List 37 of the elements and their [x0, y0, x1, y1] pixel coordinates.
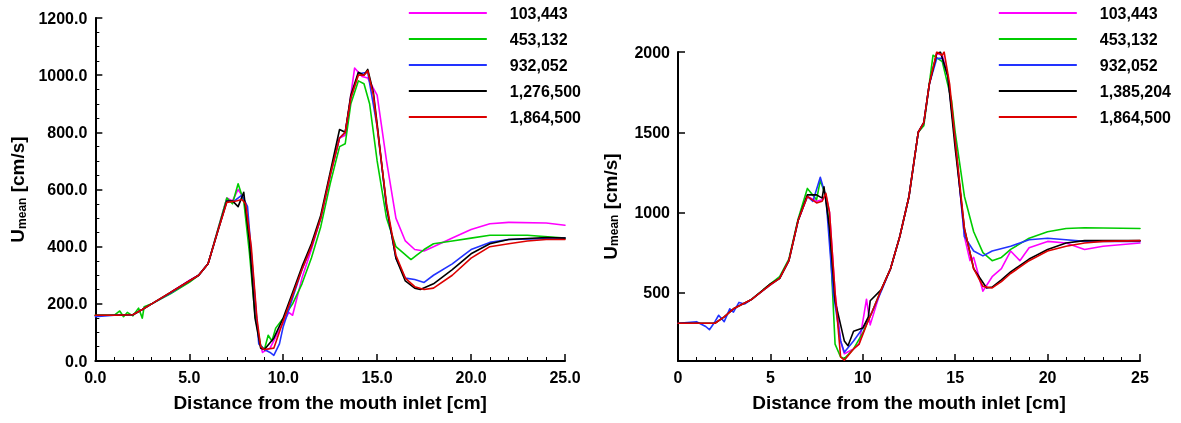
y-tick-label: 500 [643, 284, 671, 302]
y-tick-label: 800.0 [47, 123, 88, 141]
y-tick-label: 1000.0 [38, 66, 88, 84]
legend-label: 103,443 [1099, 4, 1158, 22]
x-axis-title: Distance from the mouth inlet [cm] [173, 392, 487, 413]
legend-label: 1,385,204 [1099, 82, 1172, 100]
x-tick-label: 0.0 [84, 368, 107, 386]
x-tick-label: 25 [1131, 368, 1149, 386]
x-tick-label: 15.0 [361, 368, 393, 386]
x-tick-label: 0 [673, 368, 683, 386]
legend-label: 1,276,500 [509, 82, 582, 100]
y-axis-title: Umean [cm/s] [599, 153, 621, 260]
y-tick-label: 2000 [634, 43, 671, 61]
legend-label: 1,864,500 [1099, 108, 1172, 126]
y-tick-label: 1500 [634, 123, 671, 141]
y-tick-label: 1000 [634, 204, 671, 222]
y-tick-label: 0.0 [65, 352, 88, 370]
x-tick-label: 25.0 [549, 368, 581, 386]
x-tick-label: 20 [1038, 368, 1057, 386]
x-axis-title: Distance from the mouth inlet [cm] [752, 392, 1066, 413]
legend-label: 932,052 [509, 56, 568, 74]
legend-label: 1,864,500 [509, 108, 582, 126]
y-tick-label: 1200.0 [38, 9, 88, 27]
legend-label: 932,052 [1099, 56, 1158, 74]
legend-label: 103,443 [509, 4, 568, 22]
legend-label: 453,132 [509, 30, 568, 48]
x-tick-label: 10.0 [267, 368, 299, 386]
x-tick-label: 10 [853, 368, 872, 386]
y-axis-title: Umean [cm/s] [7, 136, 29, 243]
x-tick-label: 15 [946, 368, 965, 386]
y-tick-label: 200.0 [47, 295, 88, 313]
y-tick-label: 400.0 [47, 238, 88, 256]
legend-label: 453,132 [1099, 30, 1158, 48]
x-tick-label: 5 [765, 368, 775, 386]
y-tick-label: 600.0 [47, 181, 88, 198]
x-tick-label: 20.0 [455, 368, 487, 386]
x-tick-label: 5.0 [178, 368, 201, 386]
